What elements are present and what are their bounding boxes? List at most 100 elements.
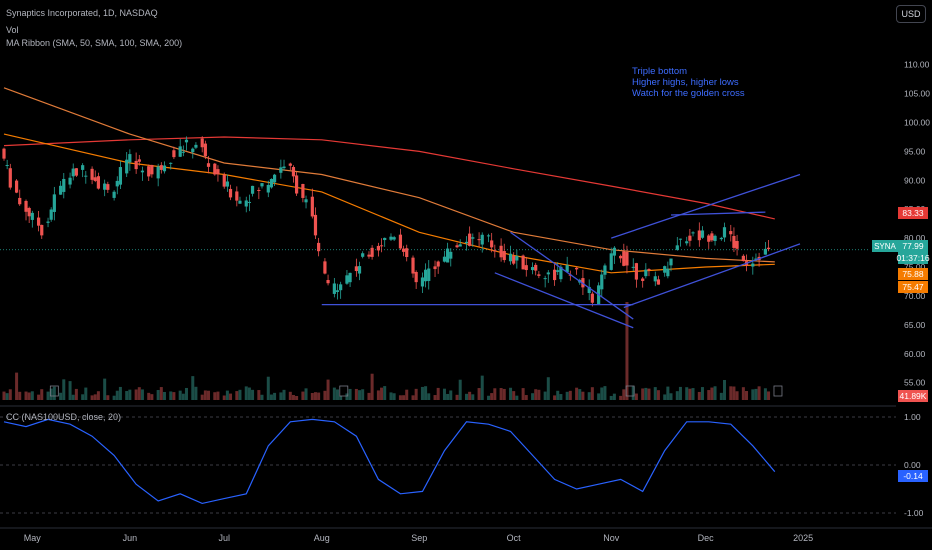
candle-body xyxy=(537,274,541,276)
candle-body xyxy=(634,263,638,280)
y-tick-label: 75.00 xyxy=(904,262,926,272)
volume-bar xyxy=(767,391,771,400)
candle-body xyxy=(244,200,248,207)
candle-body xyxy=(433,266,437,270)
candle-body xyxy=(5,165,9,167)
candle-body xyxy=(398,234,403,249)
candle-body xyxy=(235,191,239,201)
candle-body xyxy=(612,247,616,256)
candle-body xyxy=(260,183,264,187)
volume-bar xyxy=(722,379,726,400)
volume-bar xyxy=(279,392,283,400)
volume-bar xyxy=(181,393,185,400)
candle-body xyxy=(499,245,503,258)
volume-bar xyxy=(147,392,151,400)
candle-body xyxy=(112,191,116,198)
volume-bar xyxy=(490,393,494,400)
candle-body xyxy=(30,212,34,220)
y-tick-label: 70.00 xyxy=(904,291,926,301)
volume-bar xyxy=(84,387,88,400)
volume-bar xyxy=(336,389,340,400)
candle-body xyxy=(125,159,129,174)
candle-body xyxy=(159,165,163,170)
volume-bar xyxy=(37,394,41,400)
volume-bar xyxy=(222,395,226,400)
candle-body xyxy=(62,178,66,192)
volume-bar xyxy=(216,391,220,400)
candle-body xyxy=(361,253,365,257)
volume-bar xyxy=(685,387,689,400)
ma100-tag: 75.88 xyxy=(898,268,928,280)
volume-bar xyxy=(159,387,163,400)
candle-body xyxy=(46,221,50,223)
currency-button[interactable]: USD xyxy=(896,5,926,23)
volume-bar xyxy=(81,394,85,400)
volume-bar xyxy=(487,395,491,400)
candle-body xyxy=(326,279,330,284)
candle-body xyxy=(707,235,711,242)
volume-bar xyxy=(531,393,535,400)
volume-bar xyxy=(229,393,233,400)
volume-bar xyxy=(700,387,704,400)
candle-body xyxy=(8,168,12,188)
volume-bar xyxy=(644,387,648,400)
volume-bar xyxy=(424,386,428,400)
candle-body xyxy=(216,169,220,175)
candle-body xyxy=(250,185,255,194)
candle-body xyxy=(332,283,336,294)
volume-bar xyxy=(194,386,198,400)
candle-body xyxy=(206,163,211,167)
volume-bar xyxy=(398,395,402,400)
candle-body xyxy=(521,255,525,270)
volume-bar xyxy=(162,391,166,400)
volume-bar xyxy=(291,394,295,400)
y-tick-label: 80.00 xyxy=(904,233,926,243)
candle-body xyxy=(162,165,167,172)
volume-bar xyxy=(556,390,560,400)
candle-body xyxy=(52,194,56,212)
candle-body xyxy=(140,170,145,173)
candle-body xyxy=(348,272,352,283)
y-tick-label: 90.00 xyxy=(904,175,926,185)
candle-body xyxy=(228,188,233,198)
volume-bar xyxy=(609,395,613,400)
volume-bar xyxy=(247,387,251,400)
x-tick-label: Nov xyxy=(603,533,620,543)
volume-bar xyxy=(763,388,767,400)
volume-bar xyxy=(647,388,651,400)
volume-bar xyxy=(103,378,107,400)
volume-bar xyxy=(354,388,358,400)
candle-body xyxy=(641,278,645,281)
candle-body xyxy=(115,180,119,187)
candle-body xyxy=(468,233,472,246)
volume-bar xyxy=(622,389,626,400)
volume-bar xyxy=(553,395,557,400)
volume-bar xyxy=(244,386,248,400)
x-tick-label: 2025 xyxy=(793,533,813,543)
volume-bar xyxy=(348,388,352,400)
volume-bar xyxy=(735,391,739,400)
volume-bar xyxy=(93,394,97,400)
volume-bar xyxy=(515,395,519,400)
candle-body xyxy=(367,254,371,257)
volume-bar xyxy=(427,393,431,400)
y-tick-label: 95.00 xyxy=(904,146,926,156)
volume-bar xyxy=(27,392,31,400)
volume-bar xyxy=(266,376,270,400)
volume-bar xyxy=(62,379,66,400)
volume-bar xyxy=(719,392,723,400)
candle-body xyxy=(181,151,185,153)
volume-bar xyxy=(332,387,336,400)
volume-bar xyxy=(524,395,528,400)
candle-body xyxy=(128,154,132,163)
volume-bar xyxy=(697,391,701,400)
candle-body xyxy=(370,247,374,257)
volume-bar xyxy=(634,393,638,400)
volume-bar xyxy=(5,393,9,400)
volume-bar xyxy=(442,388,446,400)
volume-spike xyxy=(625,302,629,400)
volume-bar xyxy=(96,391,100,400)
volume-bar xyxy=(178,390,182,400)
volume-bar xyxy=(313,392,317,400)
